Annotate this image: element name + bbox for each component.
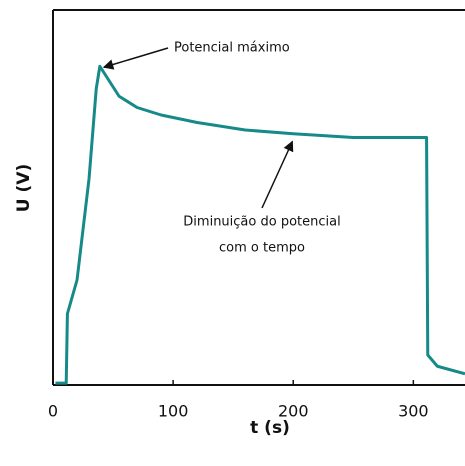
annotation-arrow bbox=[102, 47, 169, 70]
annotation: Potencial máximo bbox=[174, 41, 290, 56]
x-tick-label: 0 bbox=[48, 402, 58, 421]
y-axis-label: U (V) bbox=[14, 164, 34, 212]
annotation-arrow bbox=[261, 140, 294, 209]
x-tick-label: 300 bbox=[398, 402, 429, 421]
x-axis-label: t (s) bbox=[250, 418, 290, 438]
x-tick-label: 200 bbox=[278, 402, 309, 421]
annotation: Diminuição do potencial bbox=[183, 215, 340, 230]
x-tick-label: 100 bbox=[158, 402, 189, 421]
annotation: com o tempo bbox=[219, 241, 305, 256]
data-line bbox=[55, 64, 465, 385]
